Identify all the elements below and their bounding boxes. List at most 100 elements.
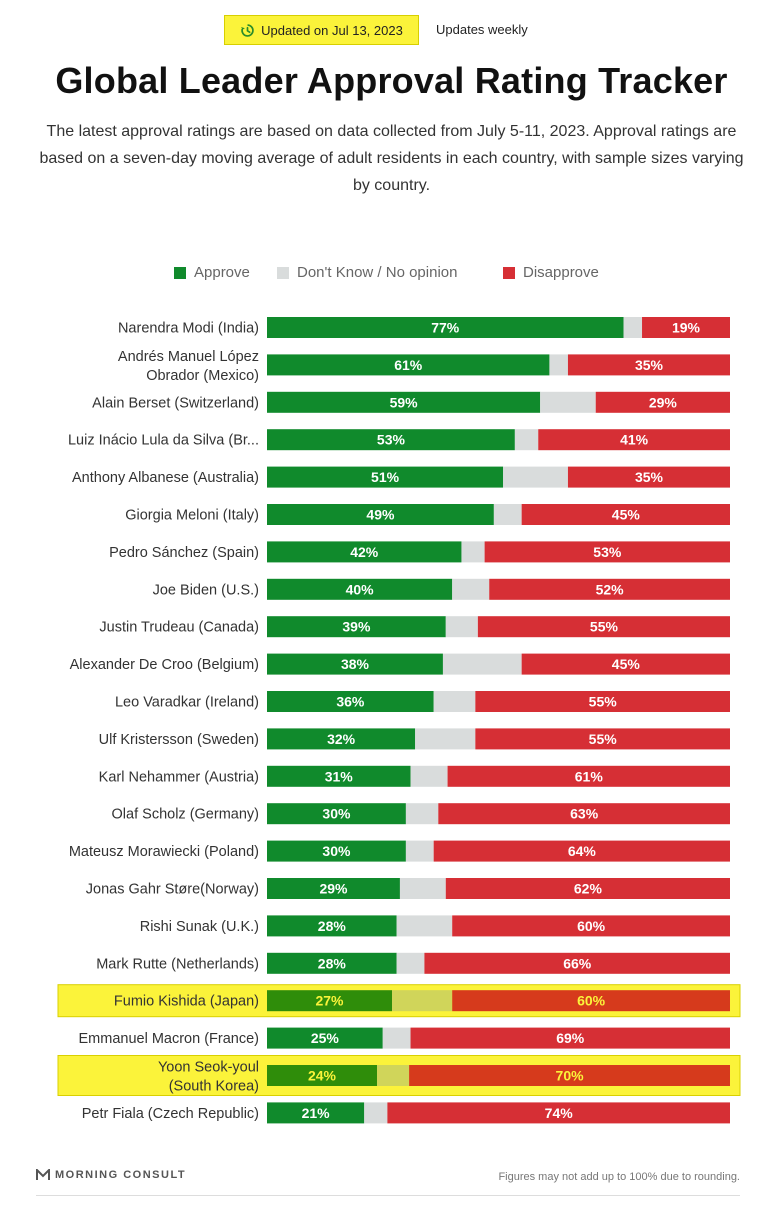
disapprove-bar [452, 990, 730, 1012]
approve-value-label: 49% [366, 507, 395, 523]
approve-bar [267, 317, 624, 338]
leader-label: Pedro Sánchez (Spain) [109, 545, 259, 561]
approve-value-label: 28% [318, 918, 347, 934]
disapprove-bar [475, 728, 730, 750]
leader-label: Alain Berset (Switzerland) [92, 395, 259, 411]
disapprove-bar [567, 466, 730, 488]
dont-know-bar [549, 354, 568, 376]
approve-bar [267, 466, 504, 488]
disapprove-value-label: 55% [589, 731, 618, 747]
disapprove-bar [484, 541, 730, 563]
dont-know-bar [382, 1027, 411, 1049]
page-subtitle: The latest approval ratings are based on… [39, 123, 744, 194]
leader-label: Fumio Kishida (Japan) [114, 994, 259, 1010]
approve-bar [267, 691, 434, 712]
page-title: Global Leader Approval Rating Tracker [55, 60, 728, 101]
leader-label: Yoon Seok-youl [158, 1060, 259, 1076]
dont-know-bar [415, 728, 476, 750]
disapprove-value-label: 52% [596, 581, 625, 597]
approve-bar [267, 840, 406, 862]
update-info-bar: Updated on Jul 13, 2023 Updates weekly [0, 15, 783, 45]
dont-know-bar [364, 1102, 388, 1124]
leader-label: Mark Rutte (Netherlands) [96, 956, 259, 972]
chart-legend: Approve Don't Know / No opinion Disappro… [0, 264, 783, 284]
approve-value-label: 38% [341, 656, 370, 672]
disapprove-bar [477, 616, 730, 638]
approve-bar [267, 952, 397, 974]
disapprove-value-label: 62% [574, 881, 603, 897]
approve-bar [267, 1027, 383, 1049]
leader-label: Leo Varadkar (Ireland) [115, 695, 259, 711]
dont-know-bar [392, 990, 453, 1012]
approve-value-label: 59% [390, 394, 419, 410]
approve-value-label: 27% [315, 993, 344, 1009]
disapprove-value-label: 74% [545, 1105, 574, 1121]
disapprove-value-label: 69% [556, 1030, 585, 1046]
disapprove-bar [567, 354, 730, 376]
brand-name: MORNING CONSULT [55, 1169, 187, 1181]
disapprove-bar [489, 578, 730, 600]
approve-value-label: 77% [431, 320, 460, 336]
approve-bar [267, 541, 462, 563]
disapprove-value-label: 70% [556, 1068, 585, 1084]
dont-know-bar [445, 616, 478, 638]
updated-badge: Updated on Jul 13, 2023 [224, 15, 419, 45]
disapprove-bar [387, 1102, 730, 1124]
disapprove-value-label: 66% [563, 955, 592, 971]
disapprove-value-label: 63% [570, 806, 599, 822]
disapprove-value-label: 61% [575, 768, 604, 784]
approve-value-label: 61% [394, 357, 423, 373]
leader-label: Joe Biden (U.S.) [153, 582, 259, 598]
leader-label: Mateusz Morawiecki (Poland) [69, 844, 259, 860]
dont-know-bar [410, 765, 448, 787]
leader-label: Ulf Kristersson (Sweden) [99, 732, 259, 748]
dont-know-bar [396, 915, 453, 937]
disapprove-bar [521, 504, 730, 525]
dont-know-bar [461, 541, 485, 563]
dont-know-bar [623, 317, 643, 338]
dont-know-bar [377, 1065, 410, 1086]
disapprove-bar [424, 952, 730, 974]
approve-value-label: 40% [346, 581, 375, 597]
approve-bar [267, 354, 550, 376]
approve-value-label: 24% [308, 1068, 337, 1084]
disapprove-value-label: 60% [577, 993, 606, 1009]
rounding-note: Figures may not add up to 100% due to ro… [498, 1171, 740, 1183]
disapprove-bar [438, 803, 730, 825]
leader-label: Andrés Manuel López [118, 349, 259, 365]
leader-label: Rishi Sunak (U.K.) [140, 919, 259, 935]
approve-bar [267, 1065, 378, 1086]
approve-bar [267, 653, 443, 675]
approve-value-label: 32% [327, 731, 356, 747]
dont-know-bar [514, 429, 539, 451]
disapprove-bar [538, 429, 730, 451]
approve-bar [267, 391, 541, 413]
legend-approve-swatch [174, 266, 186, 279]
approve-value-label: 53% [377, 432, 406, 448]
disapprove-value-label: 19% [672, 320, 701, 336]
dont-know-bar [503, 466, 568, 488]
leader-label: Emmanuel Macron (France) [79, 1031, 260, 1047]
leader-label: Giorgia Meloni (Italy) [125, 508, 259, 524]
legend-disapprove-label: Disapprove [523, 264, 599, 281]
approve-value-label: 21% [302, 1105, 331, 1121]
disapprove-value-label: 35% [635, 357, 664, 373]
morning-consult-logo-icon [36, 1169, 50, 1180]
leader-label: Anthony Albanese (Australia) [72, 470, 259, 486]
approve-bar [267, 1102, 365, 1124]
approve-value-label: 30% [322, 806, 351, 822]
approve-value-label: 31% [325, 768, 354, 784]
approve-value-label: 29% [319, 881, 348, 897]
approve-value-label: 39% [342, 619, 371, 635]
update-frequency: Updates weekly [436, 22, 528, 37]
leader-label: Narendra Modi (India) [118, 321, 259, 337]
dont-know-bar [442, 653, 522, 675]
updated-label: Updated on Jul 13, 2023 [261, 22, 403, 38]
approve-value-label: 36% [336, 694, 365, 710]
dont-know-bar [452, 578, 490, 600]
disapprove-bar [433, 840, 730, 862]
disapprove-value-label: 35% [635, 469, 664, 485]
dont-know-bar [399, 878, 446, 899]
legend-dont-know-label: Don't Know / No opinion [297, 264, 458, 281]
leader-label: Luiz Inácio Lula da Silva (Br... [68, 433, 259, 449]
